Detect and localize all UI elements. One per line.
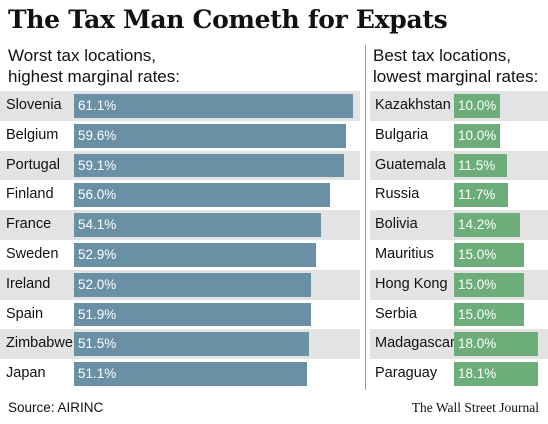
worst-bar-value: 52.9%	[78, 247, 117, 262]
worst-bar: 51.9%	[74, 302, 311, 327]
worst-bar: 52.9%	[74, 243, 316, 267]
best-category-label: Serbia	[375, 305, 417, 322]
best-row: Serbia 15.0%	[370, 300, 548, 330]
worst-row: Spain 51.9%	[0, 300, 360, 330]
best-bar: 15.0%	[454, 302, 524, 327]
best-panel-title: Best tax locations, lowest marginal rate…	[373, 46, 539, 86]
best-bar-value: 18.0%	[458, 336, 497, 352]
best-row: Bolivia 14.2%	[370, 210, 548, 240]
worst-row: Zimbabwe 51.5%	[0, 329, 360, 360]
best-category-label: Bolivia	[375, 216, 418, 233]
best-bar: 14.2%	[454, 213, 520, 237]
worst-category-label: Sweden	[6, 246, 59, 262]
source-note: Source: AIRINC	[8, 400, 104, 415]
best-category-label: Madagascar	[375, 335, 455, 352]
worst-bar-value: 61.1%	[78, 98, 117, 113]
worst-bar-value: 59.1%	[78, 157, 117, 173]
worst-bar: 59.1%	[74, 153, 344, 178]
best-row: Paraguay 18.1%	[370, 359, 548, 389]
worst-category-label: Slovenia	[6, 97, 62, 113]
best-category-label: Mauritius	[375, 246, 434, 262]
best-category-label: Hong Kong	[375, 275, 448, 292]
worst-bar-value: 54.1%	[78, 217, 117, 233]
worst-category-label: Zimbabwe	[6, 335, 73, 352]
best-bar-value: 18.1%	[458, 366, 497, 382]
publisher-credit: The Wall Street Journal	[411, 400, 539, 415]
best-row: Russia 11.7%	[370, 180, 548, 210]
best-bar: 11.7%	[454, 183, 509, 208]
best-bar-value: 15.0%	[458, 247, 497, 262]
worst-bar-value: 59.6%	[78, 127, 117, 143]
best-row: Hong Kong 15.0%	[370, 269, 548, 300]
worst-bar-value: 52.0%	[78, 276, 117, 292]
worst-row: Slovenia 61.1%	[0, 91, 360, 121]
best-bar-value: 11.7%	[458, 187, 496, 203]
best-bar-value: 10.0%	[458, 127, 497, 143]
best-bar: 18.0%	[454, 332, 538, 357]
worst-tax-chart: Slovenia 61.1% Belgium 59.6% Portugal 59.1% Fi…	[0, 91, 360, 389]
worst-row: Finland 56.0%	[0, 180, 360, 210]
best-category-label: Guatemala	[375, 156, 446, 173]
best-row: Bulgaria 10.0%	[370, 121, 548, 151]
best-category-label: Kazakhstan	[375, 97, 451, 113]
worst-row: Sweden 52.9%	[0, 240, 360, 270]
best-bar: 11.5%	[454, 153, 508, 178]
worst-bar: 59.6%	[74, 123, 347, 148]
worst-panel-title: Worst tax locations, highest marginal ra…	[8, 46, 180, 86]
best-bar: 15.0%	[454, 272, 524, 297]
worst-row: Portugal 59.1%	[0, 150, 360, 181]
worst-category-label: Spain	[6, 305, 44, 322]
best-bar: 10.0%	[454, 123, 501, 148]
worst-bar: 51.5%	[74, 332, 310, 357]
best-bar-value: 15.0%	[458, 306, 497, 322]
worst-category-label: Finland	[6, 186, 54, 203]
worst-category-label: France	[6, 216, 52, 233]
best-row: Madagascar 18.0%	[370, 329, 548, 360]
panel-divider	[365, 45, 366, 390]
worst-bar: 56.0%	[74, 183, 330, 208]
worst-category-label: Japan	[6, 365, 46, 382]
worst-row: Belgium 59.6%	[0, 121, 360, 151]
best-category-label: Russia	[375, 186, 420, 203]
worst-bar: 54.1%	[74, 213, 322, 237]
worst-category-label: Ireland	[6, 275, 51, 292]
best-bar-value: 10.0%	[458, 98, 497, 113]
best-row: Kazakhstan 10.0%	[370, 91, 548, 121]
worst-bar-value: 51.5%	[78, 336, 117, 352]
worst-bar-value: 51.9%	[78, 306, 117, 322]
best-category-label: Bulgaria	[375, 126, 429, 143]
best-bar-value: 11.5%	[458, 157, 496, 173]
best-bar: 18.1%	[454, 362, 538, 386]
best-category-label: Paraguay	[375, 365, 438, 382]
best-bar: 10.0%	[454, 94, 501, 118]
best-bar-value: 14.2%	[458, 217, 497, 233]
worst-bar: 52.0%	[74, 272, 312, 297]
worst-bar-value: 51.1%	[78, 366, 117, 382]
worst-bar: 61.1%	[74, 94, 353, 118]
worst-bar: 51.1%	[74, 362, 308, 386]
best-bar-value: 15.0%	[458, 276, 497, 292]
best-row: Mauritius 15.0%	[370, 240, 548, 270]
best-tax-chart: Kazakhstan 10.0% Bulgaria 10.0% Guatemala 11.…	[370, 91, 548, 389]
best-row: Guatemala 11.5%	[370, 150, 548, 181]
chart-title: The Tax Man Cometh for Expats	[8, 5, 448, 34]
worst-bar-value: 56.0%	[78, 187, 117, 203]
worst-row: France 54.1%	[0, 210, 360, 240]
worst-row: Ireland 52.0%	[0, 269, 360, 300]
worst-row: Japan 51.1%	[0, 359, 360, 389]
best-bar: 15.0%	[454, 243, 524, 267]
worst-category-label: Portugal	[6, 156, 61, 173]
worst-category-label: Belgium	[6, 126, 59, 143]
